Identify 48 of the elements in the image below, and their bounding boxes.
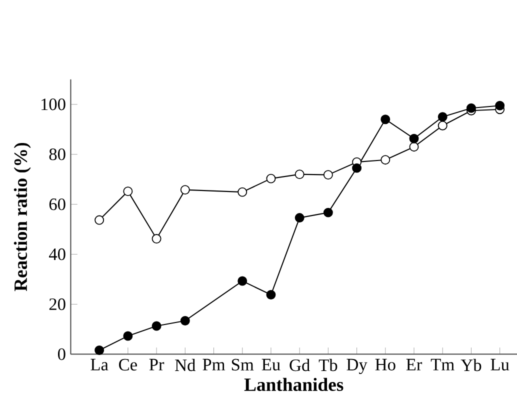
x-tick-label: Sm (232, 358, 254, 370)
y-tick-label: 100 (42, 98, 66, 110)
x-tick-label: Tm (430, 358, 454, 370)
point (238, 276, 248, 286)
x-axis-title: Lanthanides (244, 378, 344, 391)
y-tick-label: 40 (48, 248, 66, 260)
x-tick-label: Lu (490, 358, 510, 370)
point (466, 103, 476, 113)
point (409, 134, 419, 144)
point (123, 331, 133, 341)
y-tick-label: 60 (49, 198, 66, 210)
point (438, 112, 448, 122)
x-tick-label: Tb (318, 358, 338, 372)
point (180, 316, 190, 326)
point (352, 163, 362, 173)
point (409, 142, 419, 152)
point (123, 186, 133, 196)
x-tick-label: Ce (119, 358, 137, 370)
point (152, 321, 162, 331)
point (323, 170, 333, 180)
x-tick-label: Nd (175, 358, 196, 372)
point (495, 100, 505, 110)
point (152, 234, 162, 244)
x-tick-label: Yb (460, 358, 482, 372)
x-tick-label: Gd (290, 358, 310, 372)
x-tick-label: Er (406, 358, 422, 370)
x-tick-label: La (90, 358, 108, 370)
y-tick-label: 20 (49, 298, 66, 310)
point (294, 212, 304, 222)
x-tick-label: Pm (202, 358, 226, 370)
point (294, 169, 304, 179)
point (266, 174, 276, 184)
point (380, 154, 390, 164)
point (238, 187, 248, 197)
point (323, 208, 333, 218)
point (94, 345, 104, 355)
point (438, 120, 448, 130)
point (94, 215, 104, 225)
point (180, 184, 190, 194)
x-tick-label: Dy (346, 358, 368, 374)
point (266, 290, 276, 300)
y-tick-label: 80 (49, 148, 66, 160)
y-tick-label: 0 (58, 348, 66, 360)
x-tick-label: Ho (375, 358, 396, 370)
x-tick-label: Pr (149, 358, 164, 370)
y-axis-title: Reaction ratio (%) (14, 142, 31, 292)
x-tick-label: Eu (262, 358, 280, 370)
point (380, 114, 390, 124)
